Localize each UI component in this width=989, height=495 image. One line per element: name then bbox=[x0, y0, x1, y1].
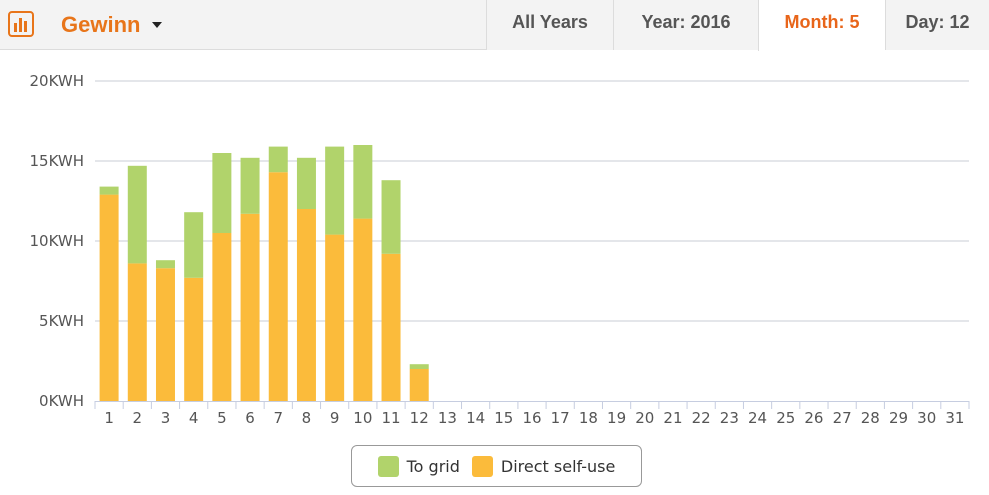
tab-label: Day: 12 bbox=[905, 11, 970, 32]
legend-item-direct-self-use[interactable]: Direct self-use bbox=[471, 455, 616, 477]
x-tick-label: 17 bbox=[551, 409, 570, 427]
y-tick-label: 10KWH bbox=[30, 232, 85, 250]
x-tick-label: 20 bbox=[635, 409, 654, 427]
x-tick-label: 15 bbox=[494, 409, 513, 427]
title-dropdown[interactable]: Gewinn bbox=[61, 11, 163, 39]
bar-to-grid bbox=[353, 145, 373, 219]
chart-legend: To grid Direct self-use bbox=[351, 445, 642, 487]
legend-swatch bbox=[377, 455, 399, 477]
x-tick-label: 30 bbox=[917, 409, 936, 427]
bars bbox=[99, 145, 429, 401]
tab-month[interactable]: Month: 5 bbox=[758, 0, 885, 51]
x-tick-label: 26 bbox=[804, 409, 823, 427]
bar-direct-self-use bbox=[381, 253, 401, 401]
x-tick-label: 7 bbox=[273, 409, 283, 427]
bar-to-grid bbox=[184, 212, 204, 278]
tab-label: Month: 5 bbox=[784, 12, 860, 32]
bar-to-grid bbox=[155, 260, 175, 269]
x-tick-label: 2 bbox=[133, 409, 143, 427]
bar-to-grid bbox=[240, 157, 260, 214]
x-tick-label: 4 bbox=[189, 409, 199, 427]
x-tick-label: 23 bbox=[720, 409, 739, 427]
x-tick-label: 31 bbox=[945, 409, 964, 427]
bar-direct-self-use bbox=[353, 218, 373, 401]
x-tick-label: 18 bbox=[579, 409, 598, 427]
x-tick-label: 12 bbox=[410, 409, 429, 427]
x-tick-label: 1 bbox=[104, 409, 114, 427]
bar-to-grid bbox=[212, 153, 232, 233]
bar-direct-self-use bbox=[99, 194, 119, 401]
tab-year[interactable]: Year: 2016 bbox=[613, 0, 758, 50]
x-tick-label: 13 bbox=[438, 409, 457, 427]
bar-direct-self-use bbox=[325, 234, 345, 401]
legend-item-to-grid[interactable]: To grid bbox=[377, 455, 460, 477]
bar-direct-self-use bbox=[184, 277, 204, 401]
tab-day[interactable]: Day: 12 bbox=[885, 0, 989, 50]
y-tick-label: 0KWH bbox=[39, 392, 84, 410]
chevron-down-icon bbox=[152, 22, 163, 28]
bar-to-grid bbox=[268, 146, 288, 173]
bar-direct-self-use bbox=[409, 369, 429, 401]
x-tick-label: 22 bbox=[692, 409, 711, 427]
x-tick-label: 3 bbox=[161, 409, 171, 427]
header-bar: Gewinn All Years Year: 2016 Month: 5 Day… bbox=[0, 0, 989, 51]
y-tick-label: 20KWH bbox=[30, 72, 85, 90]
x-tick-label: 10 bbox=[353, 409, 372, 427]
bar-direct-self-use bbox=[155, 268, 175, 401]
x-tick-label: 14 bbox=[466, 409, 485, 427]
x-tick-label: 21 bbox=[663, 409, 682, 427]
x-axis-ticks: 1 2 3 4 5 6 7 8 9 10 11 12 13 14 15 16 17 18 19 20 21 22 23 24 2… bbox=[94, 401, 970, 427]
bar-to-grid bbox=[127, 165, 147, 264]
bar-direct-self-use bbox=[296, 209, 316, 401]
bar-direct-self-use bbox=[212, 233, 232, 401]
bar-to-grid bbox=[409, 364, 429, 369]
y-tick-label: 15KWH bbox=[30, 152, 85, 170]
legend-label: To grid bbox=[406, 456, 460, 476]
bar-direct-self-use bbox=[240, 213, 260, 401]
tab-label: Year: 2016 bbox=[641, 11, 731, 32]
tab-label: All Years bbox=[512, 11, 588, 32]
tab-all-years[interactable]: All Years bbox=[486, 0, 613, 50]
x-tick-label: 11 bbox=[381, 409, 400, 427]
bar-to-grid bbox=[99, 186, 119, 195]
x-tick-label: 29 bbox=[889, 409, 908, 427]
y-tick-label: 5KWH bbox=[39, 312, 84, 330]
bar-direct-self-use bbox=[127, 263, 147, 401]
x-tick-label: 27 bbox=[833, 409, 852, 427]
x-tick-label: 5 bbox=[217, 409, 227, 427]
x-tick-label: 25 bbox=[776, 409, 795, 427]
x-tick-label: 16 bbox=[522, 409, 541, 427]
bar-chart-icon[interactable] bbox=[8, 11, 34, 37]
x-tick-label: 28 bbox=[861, 409, 880, 427]
y-axis-ticks: 0KWH 5KWH 10KWH 15KWH 20KWH bbox=[30, 72, 85, 410]
bar-direct-self-use bbox=[268, 172, 288, 401]
x-tick-label: 8 bbox=[302, 409, 312, 427]
x-tick-label: 19 bbox=[607, 409, 626, 427]
legend-swatch bbox=[471, 455, 493, 477]
x-tick-label: 6 bbox=[245, 409, 255, 427]
bar-to-grid bbox=[325, 146, 345, 235]
legend-label: Direct self-use bbox=[500, 456, 616, 476]
bar-to-grid bbox=[296, 157, 316, 209]
page-title: Gewinn bbox=[61, 12, 141, 37]
bar-to-grid bbox=[381, 180, 401, 254]
x-tick-label: 9 bbox=[330, 409, 340, 427]
x-tick-label: 24 bbox=[748, 409, 767, 427]
